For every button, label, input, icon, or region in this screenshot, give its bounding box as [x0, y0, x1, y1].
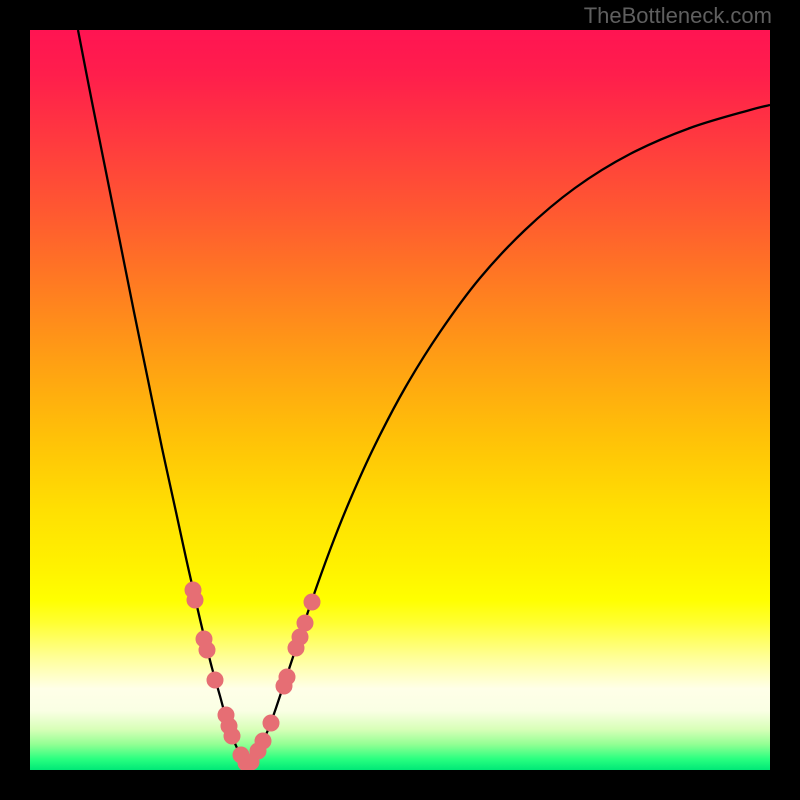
plot-area — [30, 30, 770, 770]
data-marker — [187, 592, 203, 608]
data-marker — [263, 715, 279, 731]
data-marker — [207, 672, 223, 688]
watermark-text: TheBottleneck.com — [584, 3, 772, 29]
data-marker — [199, 642, 215, 658]
outer-frame: TheBottleneck.com — [0, 0, 800, 800]
data-marker — [255, 733, 271, 749]
marker-group — [185, 582, 320, 770]
data-marker — [224, 728, 240, 744]
curve-layer — [30, 30, 770, 770]
curve-left-branch — [78, 30, 248, 765]
curve-right-branch — [248, 105, 770, 765]
data-marker — [279, 669, 295, 685]
data-marker — [297, 615, 313, 631]
data-marker — [304, 594, 320, 610]
